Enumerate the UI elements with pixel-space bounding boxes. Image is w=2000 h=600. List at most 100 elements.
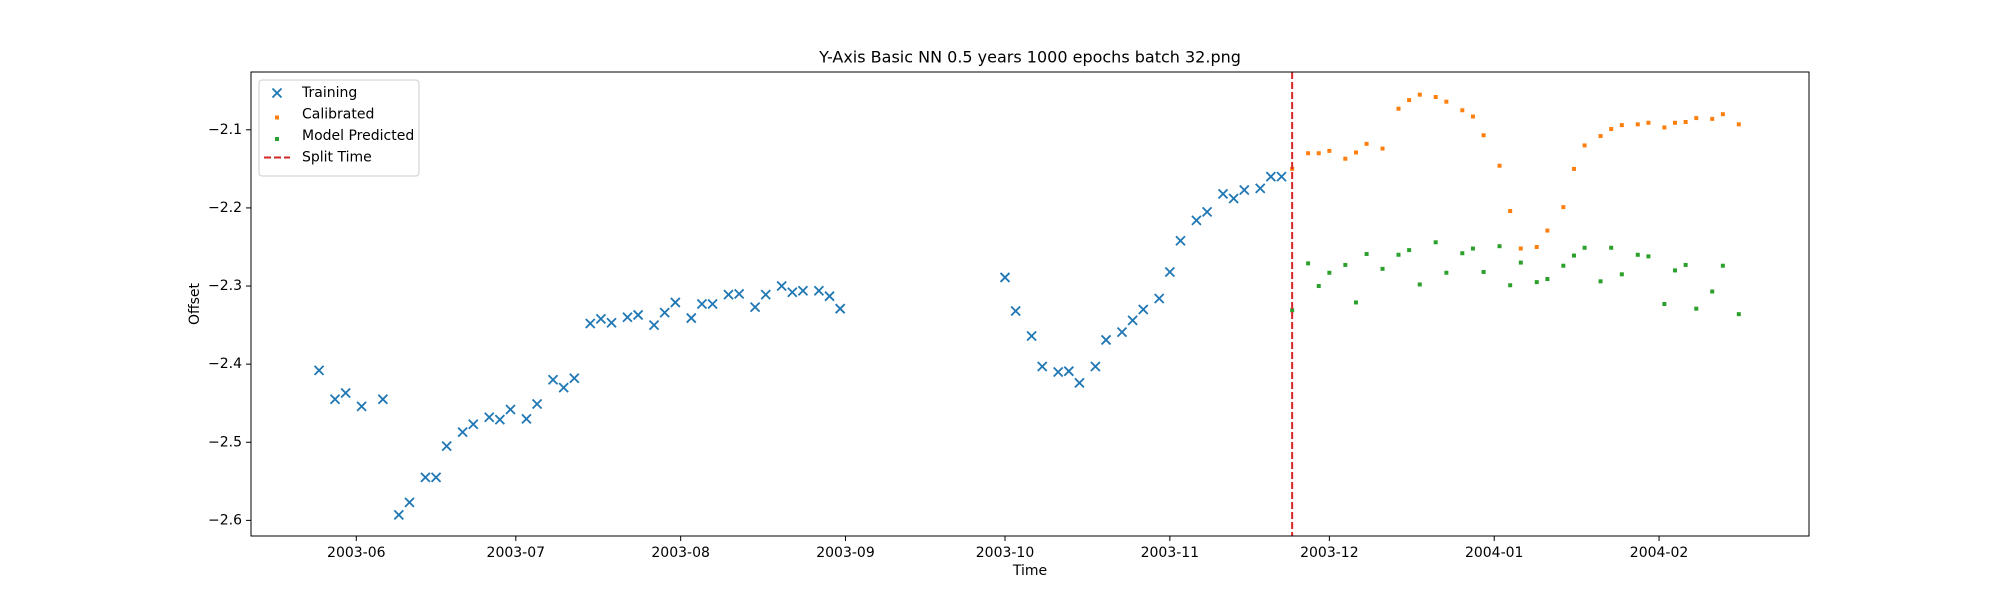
training-point [1191,215,1202,226]
point [1417,282,1422,287]
training-point [505,404,516,415]
training-point [707,298,718,310]
legend-label: Split Time [302,150,372,166]
training-point [521,413,532,424]
legend-swatch [275,137,279,141]
x-axis-label: Time [1012,563,1047,579]
training-point [1090,361,1101,372]
point [1508,283,1513,288]
point [1736,312,1741,317]
training-point [1175,235,1186,246]
point [1534,280,1539,285]
training-point [1053,366,1064,378]
point [1646,120,1651,125]
training-point [1138,304,1149,315]
point [1364,252,1369,257]
point [1683,262,1688,267]
training-point [1228,193,1239,204]
point [1417,92,1422,97]
training-point [1026,330,1037,342]
point [1306,261,1311,266]
training-point [1074,377,1085,389]
training-point [441,441,452,452]
training-point [749,301,761,313]
point [1736,122,1741,127]
training-point [734,288,745,299]
y-tick-label: −2.5 [208,434,242,450]
training-point [824,291,835,302]
training-point [1164,266,1175,278]
training-point [1010,305,1021,317]
y-tick-label: −2.6 [208,512,242,528]
training-point [1276,171,1287,182]
training-point [569,373,580,384]
training-point [558,382,569,393]
legend-label: Calibrated [302,107,374,123]
training-point [632,309,644,321]
legend-swatch [271,87,283,99]
point [1380,266,1385,271]
training-point [659,307,670,318]
training-point [531,398,543,410]
point [1673,268,1678,273]
x-tick-label: 2003-11 [1141,545,1200,561]
training-point [1116,326,1128,338]
point [1316,284,1321,289]
point [1710,289,1715,294]
training-point [1255,183,1266,194]
x-tick-label: 2003-09 [816,545,875,561]
training-point [430,472,442,483]
point [1561,205,1566,210]
point [1508,209,1513,214]
point [1444,99,1449,104]
x-tick-label: 2003-12 [1300,545,1359,561]
point [1316,151,1321,156]
training-point [1100,334,1112,346]
point [1694,306,1699,311]
point [1460,251,1465,256]
point [1662,125,1667,130]
point [1720,263,1725,268]
training-point [760,289,771,300]
training-point [776,280,787,292]
legend-label: Model Predicted [302,128,414,144]
point [1518,246,1523,251]
point [1582,245,1587,250]
point [1545,277,1550,282]
point [1470,114,1475,119]
legend-label: Training [301,85,357,101]
training-point [670,297,681,308]
y-axis-label: Offset [187,282,203,325]
training-point [606,317,617,328]
point [1364,141,1369,146]
point [1662,302,1667,306]
point [1598,134,1603,139]
point [1534,244,1539,249]
training-point [1127,315,1138,326]
point [1609,127,1614,132]
y-tick-label: −2.2 [208,200,242,216]
point [1380,146,1385,151]
training-point [835,303,846,314]
training-point [648,319,660,331]
training-point [457,426,468,438]
x-tick-label: 2003-10 [976,545,1035,561]
training-point [329,394,341,405]
axes-frame [250,71,1810,537]
x-tick-label: 2004-01 [1465,545,1524,561]
training-point [622,312,633,323]
point [1673,120,1678,125]
training-point [797,285,809,296]
point [1683,119,1688,124]
point [1470,246,1475,251]
x-tick-label: 2003-07 [487,545,546,561]
point [1694,116,1699,121]
chart-title: Y-Axis Basic NN 0.5 years 1000 epochs ba… [818,48,1241,67]
point [1433,94,1438,99]
point [1497,163,1502,168]
point [1396,252,1401,257]
point [1646,254,1651,259]
training-point [1239,184,1250,196]
point [1327,270,1332,275]
